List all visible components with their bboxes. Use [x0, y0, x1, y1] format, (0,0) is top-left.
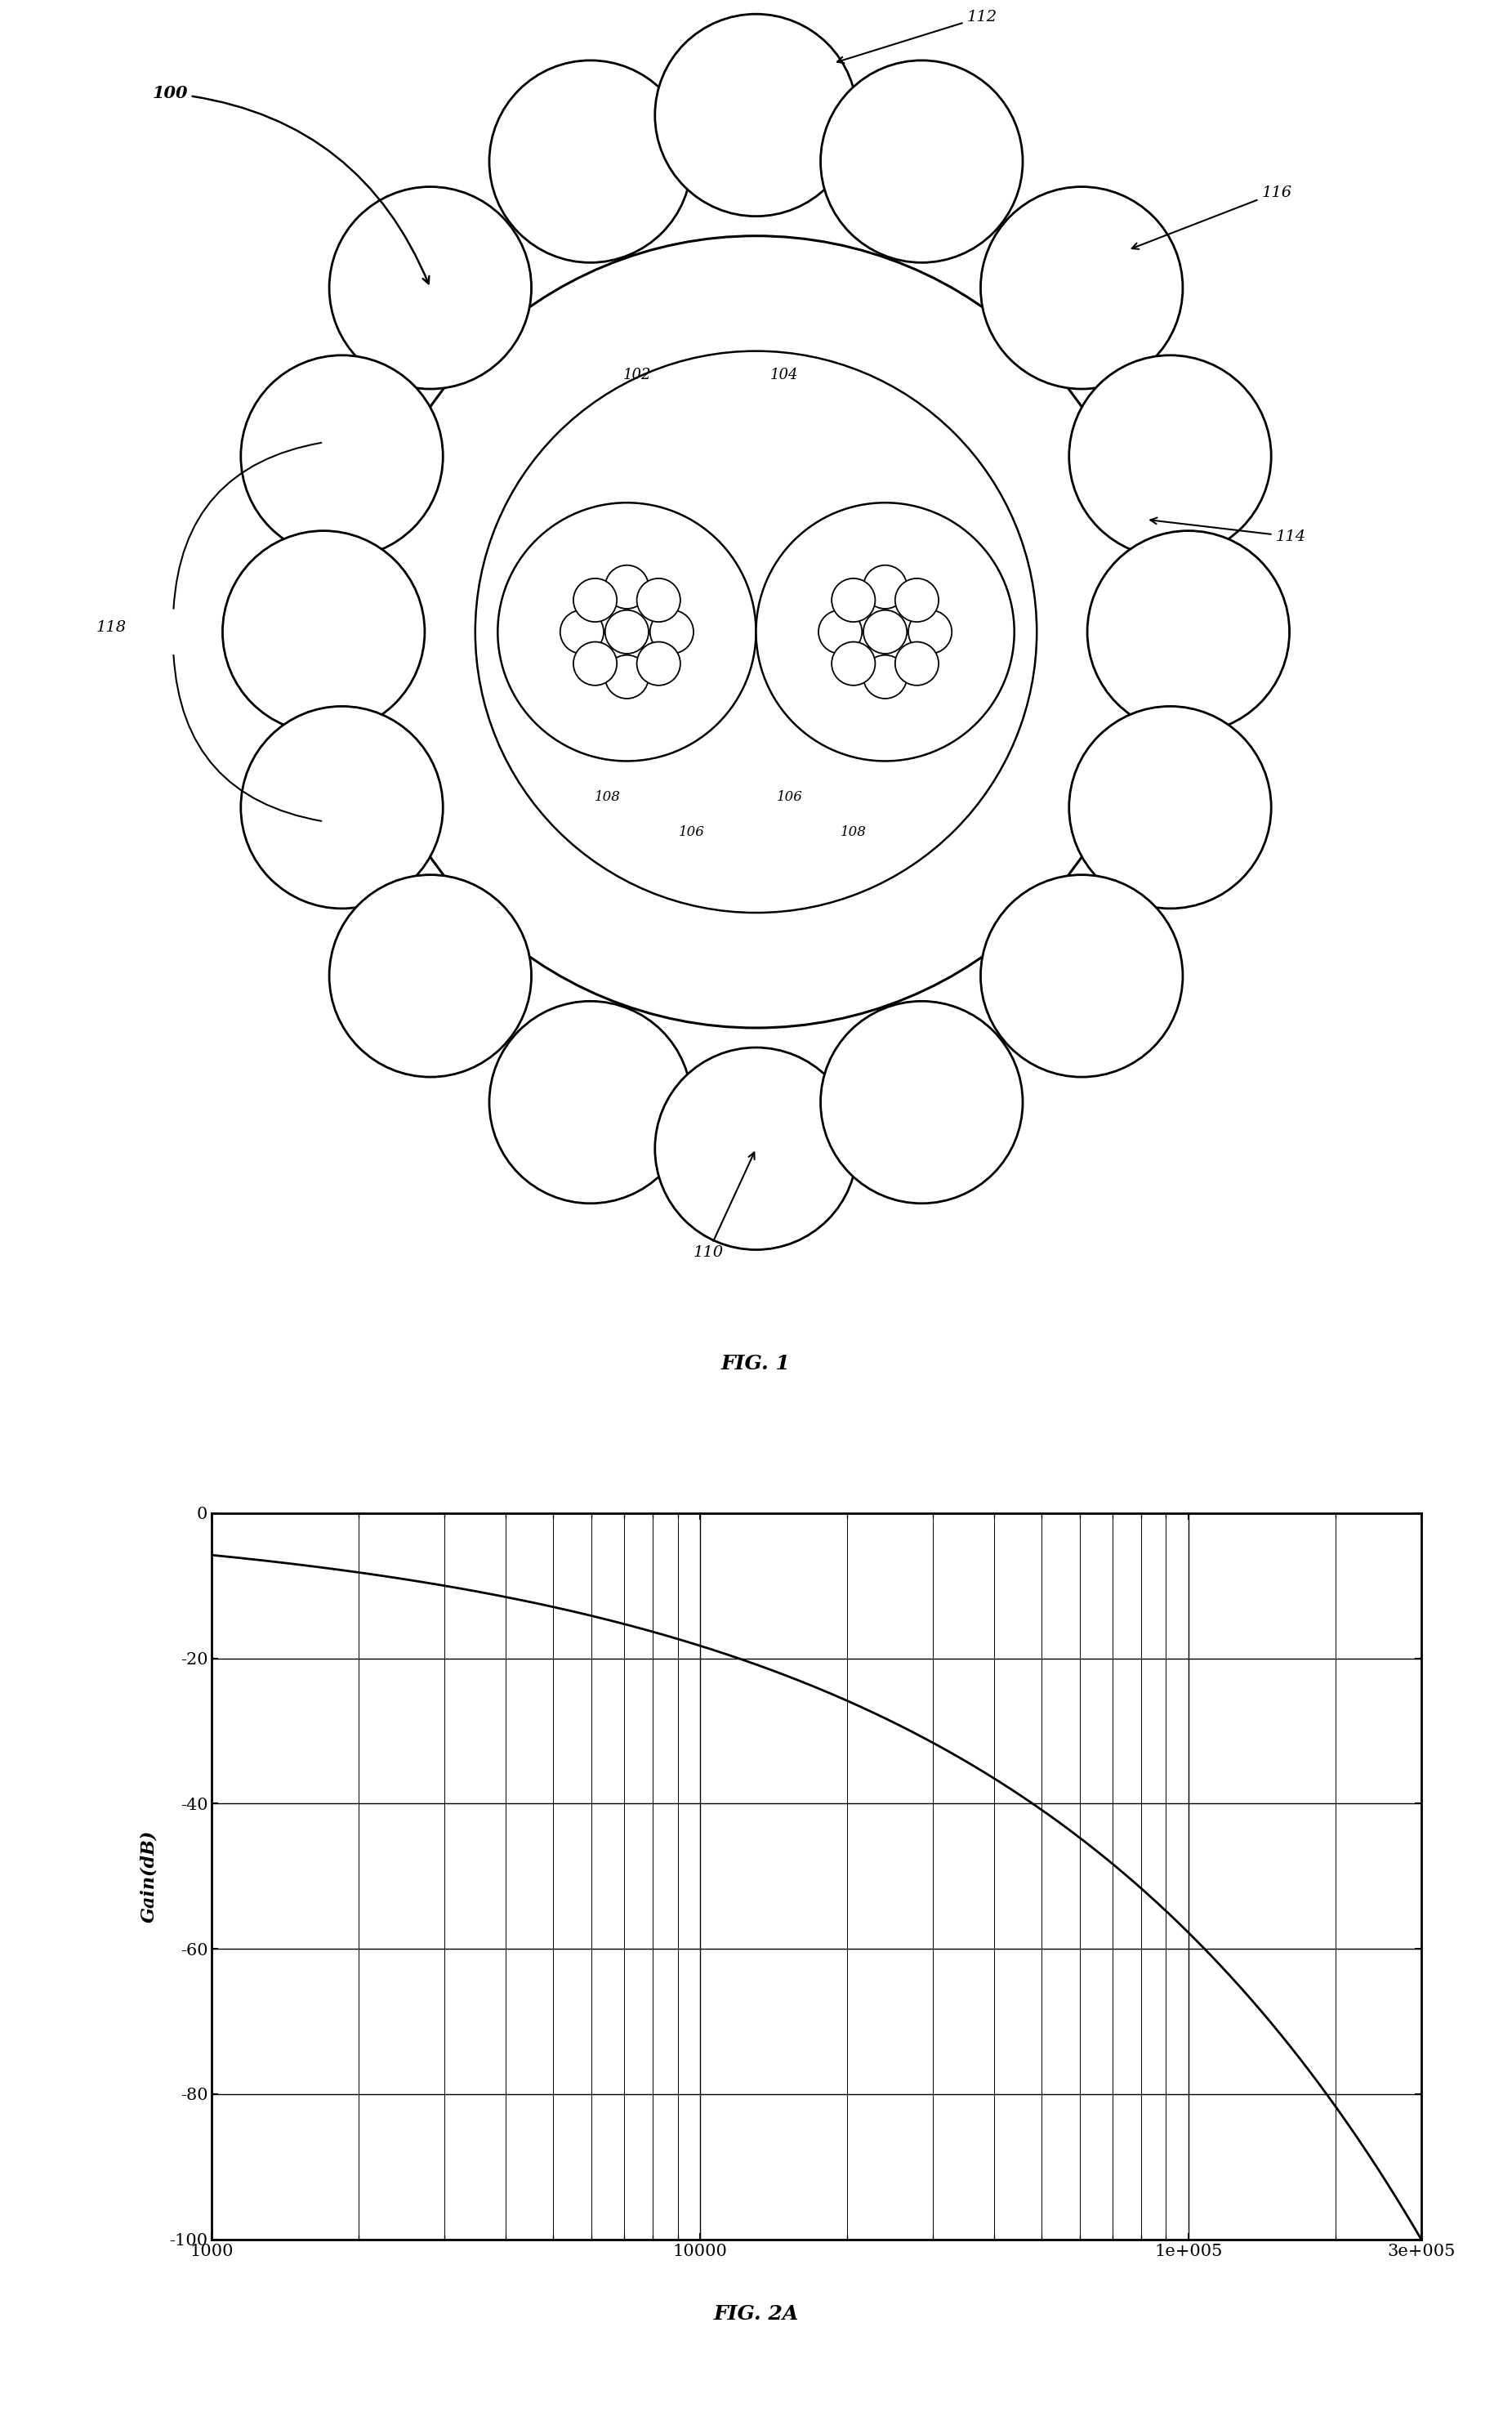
Circle shape	[863, 564, 907, 608]
Circle shape	[605, 564, 649, 608]
Circle shape	[605, 656, 649, 700]
Circle shape	[360, 235, 1152, 1029]
Circle shape	[821, 61, 1022, 261]
Circle shape	[573, 579, 617, 622]
Text: 102: 102	[623, 368, 650, 383]
Circle shape	[1069, 356, 1272, 557]
Circle shape	[832, 579, 875, 622]
Circle shape	[1087, 530, 1290, 734]
Circle shape	[650, 610, 694, 654]
Text: 112: 112	[838, 10, 996, 63]
Circle shape	[895, 579, 939, 622]
Circle shape	[330, 186, 531, 390]
Circle shape	[605, 610, 649, 654]
Circle shape	[655, 15, 857, 215]
Circle shape	[637, 642, 680, 685]
Y-axis label: Gain(dB): Gain(dB)	[141, 1830, 157, 1922]
Text: 100: 100	[153, 85, 429, 283]
Circle shape	[490, 1002, 691, 1203]
Text: FIG. 1: FIG. 1	[721, 1353, 791, 1373]
Circle shape	[240, 356, 443, 557]
Circle shape	[981, 186, 1182, 390]
Circle shape	[821, 1002, 1022, 1203]
Text: FIG. 2A: FIG. 2A	[714, 2305, 798, 2324]
Circle shape	[863, 656, 907, 700]
Text: 106: 106	[679, 826, 705, 838]
Text: 116: 116	[1132, 184, 1291, 249]
Circle shape	[490, 61, 691, 261]
Circle shape	[863, 610, 907, 654]
Circle shape	[756, 504, 1015, 760]
Circle shape	[222, 530, 425, 734]
Text: 108: 108	[841, 826, 866, 838]
Circle shape	[895, 642, 939, 685]
Text: 108: 108	[594, 789, 620, 804]
Text: 104: 104	[770, 368, 798, 383]
Circle shape	[909, 610, 953, 654]
Text: 118: 118	[97, 620, 127, 634]
Circle shape	[475, 351, 1037, 913]
Circle shape	[832, 642, 875, 685]
Circle shape	[655, 1048, 857, 1249]
Circle shape	[573, 642, 617, 685]
Circle shape	[240, 707, 443, 908]
Circle shape	[330, 874, 531, 1077]
Text: 110: 110	[692, 1152, 754, 1259]
Circle shape	[637, 579, 680, 622]
Circle shape	[981, 874, 1182, 1077]
Circle shape	[497, 504, 756, 760]
Circle shape	[1069, 707, 1272, 908]
Circle shape	[559, 610, 603, 654]
Text: 106: 106	[777, 789, 803, 804]
Text: 114: 114	[1151, 518, 1306, 545]
Circle shape	[818, 610, 862, 654]
